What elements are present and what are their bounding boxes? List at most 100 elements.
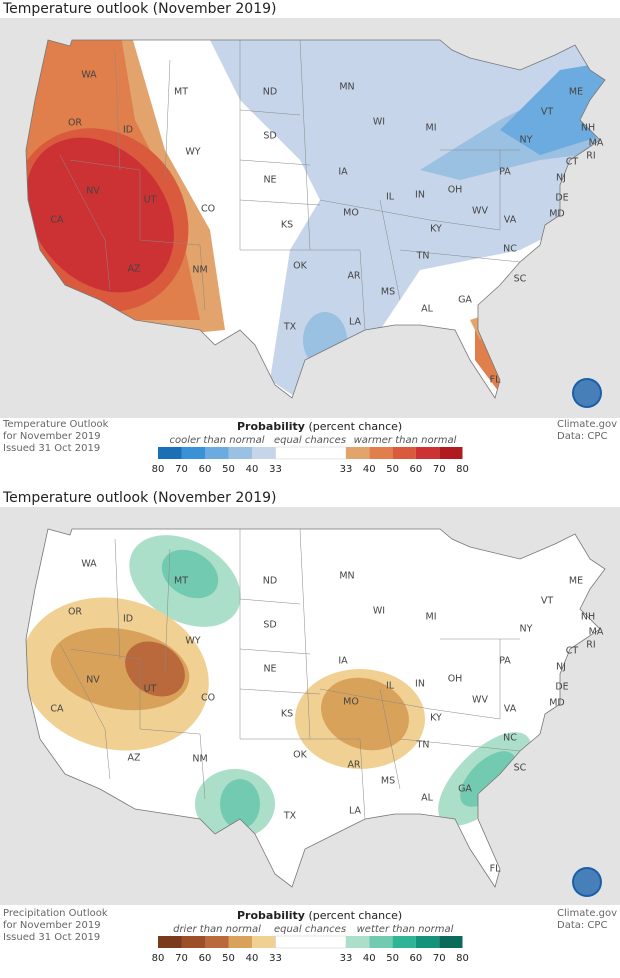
state-label: MT <box>174 576 188 587</box>
state-label: MS <box>381 776 395 787</box>
legend-left-label: drier than normal <box>173 924 261 935</box>
state-label: CO <box>201 693 215 704</box>
legend-tick: 50 <box>222 464 235 475</box>
state-label: DE <box>555 193 568 204</box>
state-label: FL <box>490 375 501 386</box>
state-label: WV <box>472 206 488 217</box>
legend-tick: 33 <box>269 464 282 475</box>
credit: Climate.gov <box>557 419 617 430</box>
state-label: OR <box>68 118 82 129</box>
state-label: NE <box>263 175 276 186</box>
legend-swatch <box>415 936 440 948</box>
state-label: WA <box>81 70 97 81</box>
state-label: NV <box>86 675 100 686</box>
state-label: ME <box>569 576 583 587</box>
state-label: NV <box>86 186 100 197</box>
legend-swatch <box>205 447 229 459</box>
legend-tick: 70 <box>433 464 446 475</box>
state-label: TN <box>416 251 430 262</box>
state-label: SC <box>514 763 527 774</box>
legend-swatch <box>158 936 182 948</box>
state-label: AZ <box>127 264 140 275</box>
legend-swatch <box>439 936 463 948</box>
state-label: MN <box>339 571 354 582</box>
state-label: ND <box>263 87 277 98</box>
state-label: NY <box>520 135 533 146</box>
noaa-logo-ring <box>574 380 600 406</box>
probability-areas <box>26 535 532 839</box>
state-label: NH <box>581 123 595 134</box>
state-label: FL <box>490 864 501 875</box>
legend-swatch <box>158 447 182 459</box>
state-label: NJ <box>556 662 566 673</box>
caption: for November 2019 <box>3 920 101 931</box>
legend-swatch <box>181 936 205 948</box>
state-label: AR <box>347 271 360 282</box>
state-label: TX <box>283 322 297 333</box>
state-label: IN <box>415 190 425 201</box>
state-label: IL <box>386 192 395 203</box>
state-label: RI <box>586 151 595 162</box>
legend-tick: 40 <box>246 464 259 475</box>
legend-tick: 80 <box>456 464 469 475</box>
state-label: SD <box>263 131 276 142</box>
legend-swatch <box>415 447 440 459</box>
legend-tick: 50 <box>386 464 399 475</box>
state-label: MA <box>589 627 604 638</box>
caption: Issued 31 Oct 2019 <box>3 932 100 943</box>
credit: Climate.gov <box>557 908 617 919</box>
state-label: WY <box>185 636 200 647</box>
state-label: OK <box>293 261 307 272</box>
state-label: NY <box>520 624 533 635</box>
state-label: MI <box>426 612 437 623</box>
state-label: TX <box>283 811 297 822</box>
state-label: VT <box>541 107 553 118</box>
legend-right-label: wetter than normal <box>357 924 454 935</box>
state-label: NC <box>503 733 517 744</box>
legend-swatch <box>369 447 393 459</box>
state-label: WY <box>185 147 200 158</box>
legend-tick: 70 <box>433 953 446 964</box>
legend-tick: 60 <box>410 464 423 475</box>
legend-heading: Probability (percent chance) <box>237 420 402 433</box>
state-label: CT <box>566 646 579 657</box>
legend-tick: 50 <box>386 953 399 964</box>
state-label: MD <box>549 698 565 709</box>
state-labels: WA OR CA NV ID MT WY UT AZ CO NM ND SD NE KS OK TX MN IA MO… <box>50 70 603 386</box>
state-label: GA <box>458 784 472 795</box>
state-label: PA <box>499 656 511 667</box>
legend-left-label: cooler than normal <box>169 435 264 446</box>
state-label: MD <box>549 209 565 220</box>
credit: Data: CPC <box>557 431 607 442</box>
state-label: NH <box>581 612 595 623</box>
legend-tick: 80 <box>152 953 165 964</box>
legend-swatch <box>181 447 205 459</box>
legend-center-label: equal chances <box>274 924 346 935</box>
legend-swatch <box>205 936 229 948</box>
state-label: MT <box>174 87 188 98</box>
legend-tick: 33 <box>340 953 353 964</box>
caption: Issued 31 Oct 2019 <box>3 443 100 454</box>
state-label: LA <box>349 806 362 817</box>
legend-tick: 80 <box>456 953 469 964</box>
state-label: MA <box>589 138 604 149</box>
legend-tick: 40 <box>246 953 259 964</box>
legend-tick: 40 <box>363 953 376 964</box>
state-label: SD <box>263 620 276 631</box>
state-label: AL <box>421 793 433 804</box>
state-label: IN <box>415 679 425 690</box>
legend-swatch <box>346 936 370 948</box>
legend-swatch <box>392 936 416 948</box>
legend-heading: Probability (percent chance) <box>237 909 402 922</box>
legend-tick: 70 <box>175 953 188 964</box>
legend-tick: 60 <box>199 464 212 475</box>
state-label: MN <box>339 82 354 93</box>
state-label: VA <box>504 704 517 715</box>
noaa-logo <box>572 378 602 408</box>
precipitation-map: Temperature outlook (November 2019) WA OR… <box>0 490 620 964</box>
state-borders <box>59 528 521 820</box>
state-label: ME <box>569 87 583 98</box>
